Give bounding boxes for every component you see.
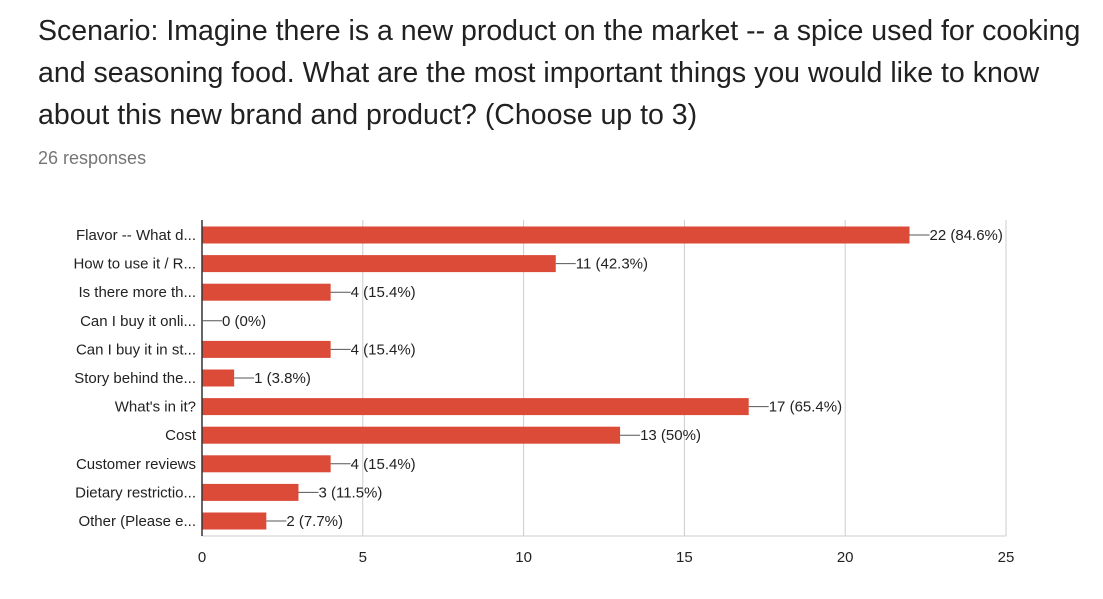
axes [201,220,1006,537]
bar [202,369,235,387]
data-label: 1 (3.8%) [254,370,311,387]
category-label: Story behind the... [74,370,196,387]
x-tick-label: 5 [359,549,367,566]
bar [202,398,749,416]
category-label: Is there more th... [78,284,196,301]
response-count: 26 responses [38,148,147,168]
category-label: Other (Please e... [78,513,196,530]
bar [202,255,556,273]
category-label: Customer reviews [76,456,196,473]
bar [202,483,299,501]
data-label: 4 (15.4%) [351,456,416,473]
question-title: Scenario: Imagine there is a new product… [38,15,1081,131]
x-tick-label: 10 [515,549,532,566]
data-label: 0 (0%) [222,313,266,330]
bar [202,340,331,358]
data-label: 2 (7.7%) [286,513,343,530]
bars [202,226,910,530]
category-label: What's in it? [115,399,196,416]
bar [202,283,331,301]
x-tick-label: 25 [998,549,1015,566]
labels: 0 5 10 15 20 25 Flavor -- What d... 22 (84.6%) H… [73,227,1014,566]
data-label: 13 (50%) [640,427,701,444]
x-tick-label: 0 [198,549,206,566]
category-label: Cost [165,427,197,444]
category-label: Flavor -- What d... [76,227,196,244]
grid-lines [362,220,1007,536]
category-label: Can I buy it onli... [80,313,196,330]
data-label: 22 (84.6%) [930,227,1003,244]
data-label: 17 (65.4%) [769,399,842,416]
data-label: 3 (11.5%) [318,484,382,501]
category-label: How to use it / R... [73,256,196,273]
bar [202,226,910,244]
data-label: 11 (42.3%) [576,256,648,273]
x-tick-label: 20 [837,549,854,566]
category-label: Dietary restrictio... [75,484,196,501]
category-label: Can I buy it in st... [76,341,196,358]
data-label: 4 (15.4%) [351,341,416,358]
data-label: 4 (15.4%) [351,284,416,301]
bar [202,512,267,530]
bar [202,455,331,473]
x-tick-label: 15 [676,549,693,566]
bar [202,426,621,444]
